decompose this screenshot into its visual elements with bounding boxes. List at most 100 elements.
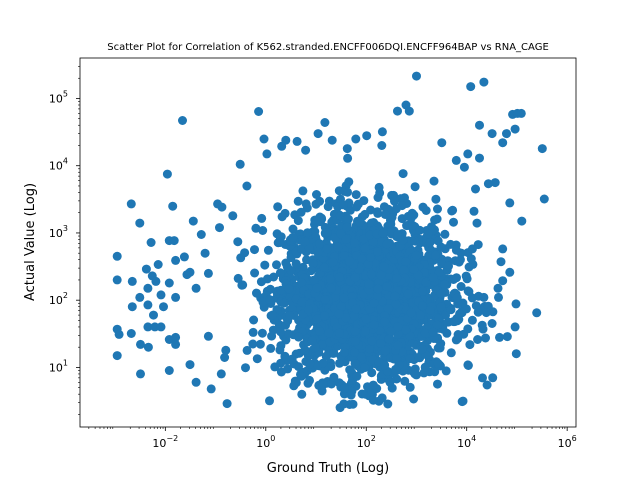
data-point (376, 270, 386, 280)
data-point (294, 332, 303, 342)
data-point (428, 327, 438, 337)
data-point (412, 353, 422, 363)
data-point (352, 371, 362, 381)
data-point (254, 107, 264, 116)
data-point (502, 129, 511, 139)
data-point (391, 204, 401, 214)
data-point (188, 216, 198, 226)
data-point (539, 194, 549, 204)
data-point (373, 247, 382, 257)
data-point (291, 378, 301, 388)
data-point (466, 82, 476, 92)
data-point (322, 228, 332, 237)
data-point (267, 331, 277, 341)
data-point (368, 395, 378, 405)
data-point (255, 339, 265, 349)
data-point (418, 301, 427, 311)
x-axis-ticks: 10−2 100 102 104 106 (88, 427, 577, 450)
data-point (411, 250, 421, 260)
data-point (366, 252, 376, 262)
data-point (345, 256, 355, 266)
data-point (433, 358, 443, 368)
data-point (356, 352, 366, 362)
data-point (342, 144, 352, 154)
data-point (433, 236, 443, 246)
data-point (315, 196, 325, 206)
data-point (350, 359, 360, 368)
data-point (339, 383, 349, 393)
data-point (277, 212, 287, 222)
data-point (405, 382, 415, 392)
data-point (350, 336, 360, 346)
data-point (495, 332, 504, 342)
data-point (200, 248, 210, 258)
data-point (216, 369, 226, 379)
data-point (382, 282, 392, 291)
data-point (303, 228, 312, 238)
data-point (237, 280, 247, 290)
data-point (260, 260, 270, 270)
data-point (112, 275, 122, 285)
data-point (297, 278, 307, 287)
data-point (213, 199, 223, 209)
data-point (268, 310, 278, 320)
data-point (156, 322, 166, 332)
data-point (350, 326, 360, 336)
data-point (425, 305, 435, 315)
data-point (153, 260, 163, 269)
data-point (141, 264, 151, 274)
data-point (406, 213, 416, 223)
data-point (466, 254, 476, 264)
data-point (343, 187, 352, 197)
data-point (333, 242, 343, 252)
data-point (446, 239, 456, 249)
data-point (431, 250, 440, 260)
data-point (251, 223, 261, 233)
data-point (481, 308, 491, 318)
data-point (143, 322, 153, 332)
data-point (429, 176, 439, 186)
data-point (222, 399, 232, 409)
data-point (417, 344, 427, 354)
data-point (393, 329, 403, 339)
data-point (191, 377, 201, 387)
data-point (326, 283, 336, 293)
data-point (285, 311, 295, 321)
data-point (479, 292, 489, 302)
data-point (206, 384, 216, 394)
data-point (366, 269, 376, 279)
data-point (376, 339, 386, 348)
data-point (392, 273, 402, 283)
data-point (135, 218, 145, 228)
data-point (360, 243, 370, 253)
data-point (171, 332, 181, 342)
data-point (313, 129, 323, 139)
data-point (335, 272, 344, 282)
data-point (475, 153, 484, 163)
data-point (320, 311, 329, 321)
data-point (364, 279, 374, 289)
data-point (487, 129, 497, 139)
data-point (496, 257, 506, 267)
data-point (420, 328, 430, 338)
data-point (425, 237, 435, 247)
data-point (463, 361, 473, 370)
data-point (248, 327, 258, 337)
data-point (351, 134, 361, 144)
data-point (322, 244, 332, 254)
data-point (475, 120, 484, 130)
data-point (406, 308, 416, 318)
data-point (350, 347, 360, 357)
x-tick-label: 100 (256, 434, 275, 450)
data-point (339, 293, 349, 303)
data-point (361, 326, 370, 336)
data-point (297, 389, 307, 399)
data-point (233, 273, 243, 283)
data-point (319, 263, 329, 272)
data-point (488, 373, 498, 383)
data-point (162, 169, 172, 179)
data-point (303, 378, 313, 388)
data-point (482, 380, 492, 390)
data-point (127, 276, 137, 286)
data-point (463, 324, 473, 334)
